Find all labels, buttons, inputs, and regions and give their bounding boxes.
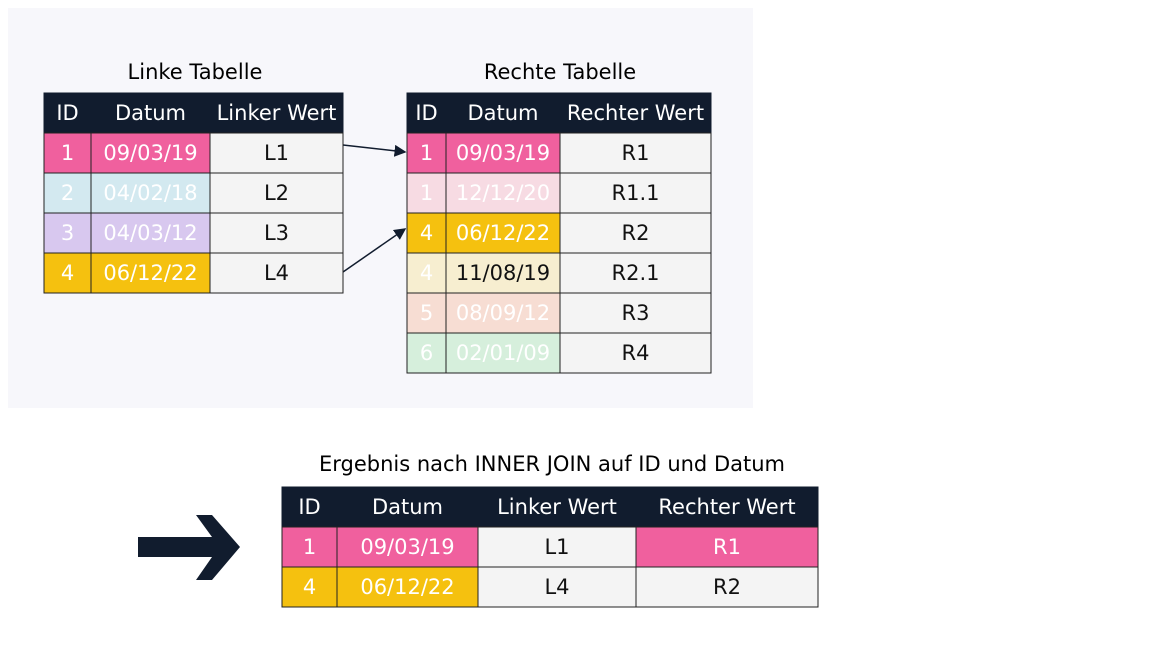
cell-text: 06/12/22	[103, 261, 197, 285]
cell	[209, 252, 344, 294]
cell-text: L2	[264, 181, 289, 205]
cell	[43, 252, 92, 294]
match-arrow	[342, 228, 407, 273]
cell-text: 4	[303, 575, 316, 599]
cell	[406, 212, 447, 254]
cell-text: 09/03/19	[456, 141, 550, 165]
header-label: Datum	[372, 495, 443, 519]
cell-text: 4	[420, 261, 433, 285]
cell	[90, 132, 211, 174]
cell-text: 1	[303, 535, 316, 559]
cell	[90, 212, 211, 254]
header-label: Linker Wert	[497, 495, 617, 519]
header-cell	[43, 92, 92, 134]
header-label: Rechter Wert	[658, 495, 795, 519]
cell-text: 4	[61, 261, 74, 285]
header-label: ID	[298, 495, 320, 519]
header-cell	[336, 486, 479, 528]
cell-text: 2	[61, 181, 74, 205]
header-cell	[209, 92, 344, 134]
cell	[209, 212, 344, 254]
cell	[406, 252, 447, 294]
cell-text: R1	[622, 141, 650, 165]
cell-text: 02/01/09	[456, 341, 550, 365]
header-label: Rechter Wert	[567, 101, 704, 125]
cell-text: L4	[544, 575, 569, 599]
cell-text: 3	[61, 221, 74, 245]
cell-text: 1	[420, 141, 433, 165]
cell-text: R2	[713, 575, 741, 599]
cell-text: R2	[622, 221, 650, 245]
cell	[406, 172, 447, 214]
cell	[281, 526, 338, 568]
cell	[445, 332, 561, 374]
table-title: Linke Tabelle	[128, 60, 263, 84]
cell-text: R1	[713, 535, 741, 559]
cell-text: R4	[622, 341, 650, 365]
cell	[477, 526, 637, 568]
cell-text: 06/12/22	[456, 221, 550, 245]
cell-text: 04/03/12	[103, 221, 197, 245]
cell	[406, 132, 447, 174]
cell-text: R2.1	[612, 261, 660, 285]
header-cell	[559, 92, 712, 134]
cell-text: R3	[622, 301, 650, 325]
table-title: Rechte Tabelle	[484, 60, 636, 84]
cell	[635, 526, 819, 568]
cell-text: L1	[264, 141, 289, 165]
cell	[209, 172, 344, 214]
cell-text: 1	[420, 181, 433, 205]
cell	[445, 212, 561, 254]
header-label: Linker Wert	[217, 101, 337, 125]
cell-text: 1	[61, 141, 74, 165]
cell	[281, 566, 338, 608]
cell	[559, 172, 712, 214]
cell-text: L1	[544, 535, 569, 559]
cell-text: 06/12/22	[360, 575, 454, 599]
cell	[336, 526, 479, 568]
cell-text: 12/12/20	[456, 181, 550, 205]
cell	[209, 132, 344, 174]
header-cell	[477, 486, 637, 528]
header-label: Datum	[115, 101, 186, 125]
cell	[445, 132, 561, 174]
cell-text: 08/09/12	[456, 301, 550, 325]
header-cell	[635, 486, 819, 528]
cell	[477, 566, 637, 608]
cell	[43, 172, 92, 214]
cell	[559, 132, 712, 174]
cell-text: 5	[420, 301, 433, 325]
cell-text: 11/08/19	[456, 261, 550, 285]
cell-text: 4	[420, 221, 433, 245]
cell	[559, 252, 712, 294]
header-cell	[406, 92, 447, 134]
header-label: ID	[56, 101, 78, 125]
cell-text: L4	[264, 261, 289, 285]
result-arrow	[138, 515, 240, 580]
cell	[445, 252, 561, 294]
cell	[559, 212, 712, 254]
header-label: ID	[415, 101, 437, 125]
table-title: Ergebnis nach INNER JOIN auf ID und Datu…	[319, 452, 785, 476]
cell-text: 6	[420, 341, 433, 365]
header-cell	[445, 92, 561, 134]
cell	[635, 566, 819, 608]
cell-text: 09/03/19	[360, 535, 454, 559]
cell-text: L3	[264, 221, 289, 245]
cell-text: R1.1	[612, 181, 660, 205]
cell	[406, 332, 447, 374]
header-label: Datum	[467, 101, 538, 125]
cell-text: 09/03/19	[103, 141, 197, 165]
match-arrow	[342, 144, 407, 157]
cell	[559, 332, 712, 374]
cell-text: 04/02/18	[103, 181, 197, 205]
